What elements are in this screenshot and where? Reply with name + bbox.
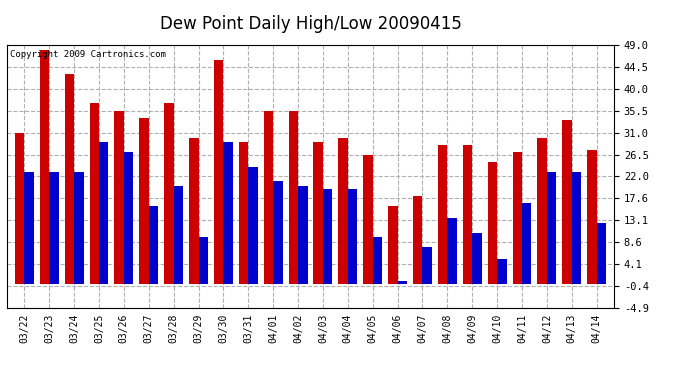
Bar <box>40 50 49 284</box>
Text: Dew Point Daily High/Low 20090415: Dew Point Daily High/Low 20090415 <box>159 15 462 33</box>
Bar <box>90 104 99 284</box>
Bar <box>413 196 422 284</box>
Bar <box>513 152 522 284</box>
Bar <box>164 104 174 284</box>
Bar <box>572 172 581 284</box>
Text: Copyright 2009 Cartronics.com: Copyright 2009 Cartronics.com <box>10 50 166 59</box>
Bar <box>463 145 472 284</box>
Bar <box>74 172 83 284</box>
Bar <box>422 247 432 284</box>
Bar <box>65 74 74 284</box>
Bar <box>139 118 149 284</box>
Bar <box>214 60 224 284</box>
Bar <box>115 111 124 284</box>
Bar <box>472 232 482 284</box>
Bar <box>149 206 158 284</box>
Bar <box>49 172 59 284</box>
Bar <box>298 186 308 284</box>
Bar <box>248 167 258 284</box>
Bar <box>15 133 24 284</box>
Bar <box>273 182 283 284</box>
Bar <box>264 111 273 284</box>
Bar <box>124 152 133 284</box>
Bar <box>562 120 572 284</box>
Bar <box>597 223 606 284</box>
Bar <box>348 189 357 284</box>
Bar <box>497 259 506 284</box>
Bar <box>373 237 382 284</box>
Bar <box>174 186 183 284</box>
Bar <box>547 172 556 284</box>
Bar <box>388 206 397 284</box>
Bar <box>538 138 547 284</box>
Bar <box>397 281 407 284</box>
Bar <box>338 138 348 284</box>
Bar <box>587 150 597 284</box>
Bar <box>239 142 248 284</box>
Bar <box>288 111 298 284</box>
Bar <box>447 218 457 284</box>
Bar <box>323 189 333 284</box>
Bar <box>313 142 323 284</box>
Bar <box>438 145 447 284</box>
Bar <box>522 203 531 284</box>
Bar <box>224 142 233 284</box>
Bar <box>488 162 497 284</box>
Bar <box>24 172 34 284</box>
Bar <box>199 237 208 284</box>
Bar <box>189 138 199 284</box>
Bar <box>363 154 373 284</box>
Bar <box>99 142 108 284</box>
